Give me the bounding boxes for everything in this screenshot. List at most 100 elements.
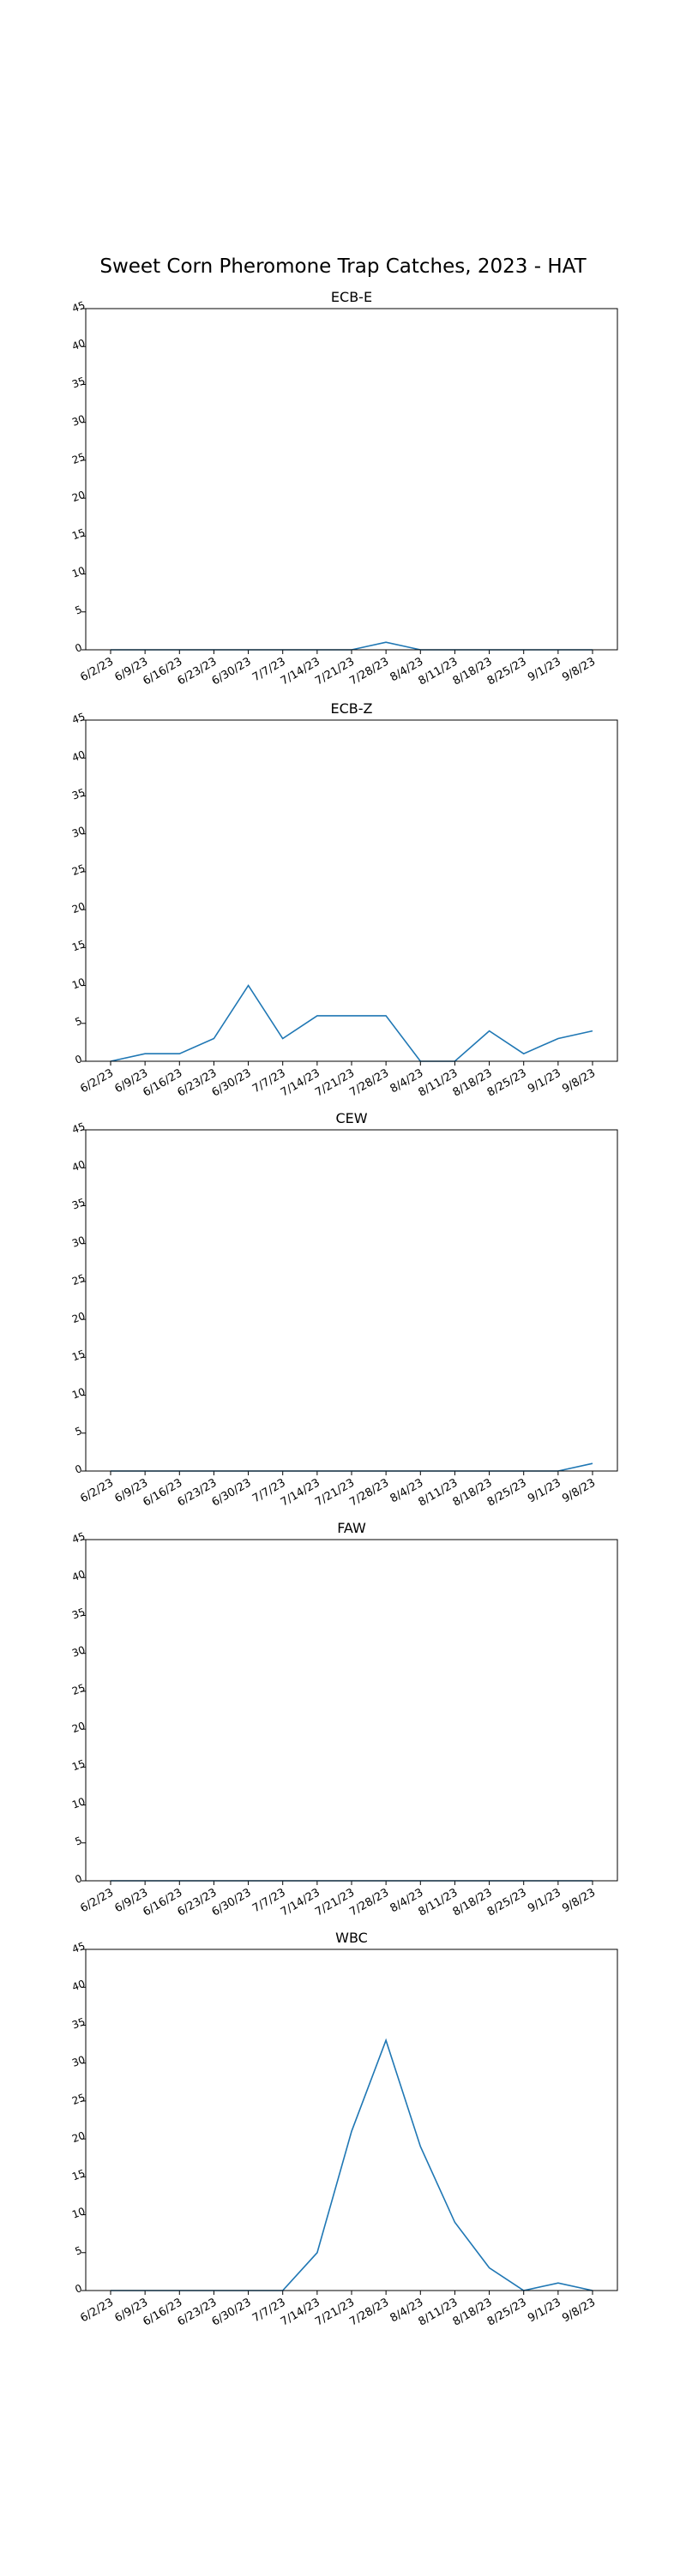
x-tick-label: 9/8/23 [560, 655, 598, 684]
x-tick-label: 6/30/23 [210, 2296, 254, 2328]
x-tick-label: 9/1/23 [526, 1066, 563, 1096]
x-tick-label: 9/8/23 [560, 1886, 598, 1915]
y-tick-label: 40 [70, 748, 87, 764]
series-line [111, 2038, 593, 2291]
y-tick-label: 10 [70, 2205, 87, 2220]
x-tick-label: 7/28/23 [347, 1886, 391, 1918]
x-tick-label: 7/28/23 [347, 655, 391, 688]
axes-frame [85, 1539, 618, 1882]
x-tick-label: 9/1/23 [526, 2296, 563, 2325]
subplot-title: FAW [337, 1520, 366, 1536]
y-tick-label: 5 [74, 603, 84, 617]
x-tick-label: 6/2/23 [78, 655, 116, 684]
subplot-title: WBC [335, 1930, 368, 1946]
y-tick-label: 45 [70, 1530, 87, 1546]
y-tick-label: 30 [70, 824, 87, 839]
series-line [110, 984, 593, 1062]
y-tick-label: 25 [70, 2092, 87, 2107]
y-tick-label: 15 [70, 2167, 87, 2183]
subplot-ecb-z: ECB-Z0510152025303540456/2/236/9/236/16/… [70, 700, 618, 1100]
y-tick-label: 0 [74, 641, 84, 655]
y-tick-label: 30 [70, 2053, 87, 2069]
x-tick-label: 9/1/23 [526, 1476, 563, 1505]
y-tick-label: 45 [70, 1120, 87, 1136]
y-tick-label: 10 [70, 1795, 87, 1810]
y-tick-label: 25 [70, 862, 87, 878]
x-tick-label: 9/1/23 [526, 1886, 563, 1915]
x-tick-label: 6/30/23 [210, 655, 254, 688]
axes-frame [85, 1129, 618, 1472]
y-tick-label: 35 [70, 1606, 87, 1621]
subplot-cew: CEW0510152025303540456/2/236/9/236/16/23… [70, 1110, 618, 1510]
y-tick-label: 0 [74, 1462, 84, 1476]
y-tick-label: 10 [70, 976, 87, 991]
y-tick-label: 5 [74, 1834, 84, 1848]
x-tick-label: 9/8/23 [560, 2296, 598, 2325]
subplot-ecb-e: ECB-E0510152025303540456/2/236/9/236/16/… [70, 289, 618, 688]
y-tick-label: 20 [70, 1720, 87, 1735]
x-tick-label: 6/30/23 [210, 1886, 254, 1918]
y-tick-label: 15 [70, 1348, 87, 1363]
y-tick-label: 25 [70, 1682, 87, 1697]
y-tick-label: 15 [70, 526, 87, 542]
y-tick-label: 30 [70, 1234, 87, 1249]
x-tick-label: 7/28/23 [347, 1476, 391, 1509]
y-tick-label: 20 [70, 489, 87, 504]
y-tick-label: 45 [70, 299, 87, 315]
y-tick-label: 35 [70, 2015, 87, 2031]
y-tick-label: 35 [70, 786, 87, 802]
x-tick-label: 6/2/23 [78, 1066, 116, 1096]
y-tick-label: 40 [70, 1158, 87, 1174]
y-tick-label: 20 [70, 900, 87, 916]
y-tick-label: 35 [70, 1196, 87, 1211]
y-tick-label: 35 [70, 375, 87, 390]
x-tick-label: 8/25/23 [485, 655, 529, 688]
x-tick-label: 6/30/23 [210, 1476, 254, 1509]
y-tick-label: 0 [74, 2282, 84, 2296]
x-tick-label: 8/25/23 [485, 1066, 529, 1099]
y-tick-label: 45 [70, 711, 87, 726]
y-tick-label: 30 [70, 412, 87, 428]
y-tick-label: 45 [70, 1940, 87, 1955]
x-tick-label: 8/25/23 [485, 1476, 529, 1509]
x-tick-label: 6/2/23 [78, 1476, 116, 1505]
y-tick-label: 40 [70, 1568, 87, 1583]
y-tick-label: 5 [74, 2244, 84, 2258]
y-tick-label: 10 [70, 564, 87, 579]
y-tick-label: 25 [70, 451, 87, 466]
x-tick-label: 6/2/23 [78, 1886, 116, 1915]
x-tick-label: 9/8/23 [560, 1476, 598, 1505]
subplot-wbc: WBC0510152025303540456/2/236/9/236/16/23… [70, 1930, 618, 2329]
y-tick-label: 15 [70, 1757, 87, 1773]
y-tick-label: 30 [70, 1643, 87, 1659]
y-tick-label: 5 [74, 1015, 84, 1029]
y-tick-label: 20 [70, 1310, 87, 1325]
x-tick-label: 7/28/23 [347, 1066, 391, 1099]
y-tick-label: 15 [70, 938, 87, 953]
y-tick-label: 25 [70, 1272, 87, 1288]
x-tick-label: 7/28/23 [347, 2296, 391, 2328]
subplot-title: ECB-Z [331, 700, 373, 717]
subplot-faw: FAW0510152025303540456/2/236/9/236/16/23… [70, 1520, 618, 1919]
x-tick-label: 9/8/23 [560, 1066, 598, 1096]
x-tick-label: 6/2/23 [78, 2296, 116, 2325]
x-tick-label: 6/30/23 [210, 1066, 254, 1099]
axes-frame [85, 308, 618, 651]
y-tick-label: 5 [74, 1425, 84, 1438]
y-tick-label: 20 [70, 2129, 87, 2145]
axes-frame [85, 1949, 618, 2291]
y-tick-label: 40 [70, 337, 87, 352]
axes-frame [85, 719, 618, 1062]
y-tick-label: 10 [70, 1385, 87, 1401]
figure-title: Sweet Corn Pheromone Trap Catches, 2023 … [99, 255, 587, 278]
y-tick-label: 0 [74, 1872, 84, 1886]
y-tick-label: 0 [74, 1053, 84, 1066]
x-tick-label: 9/1/23 [526, 655, 563, 684]
x-tick-label: 8/25/23 [485, 2296, 529, 2328]
subplot-title: ECB-E [331, 289, 372, 305]
x-tick-label: 8/25/23 [485, 1886, 529, 1918]
y-tick-label: 40 [70, 1978, 87, 1993]
subplot-title: CEW [335, 1110, 367, 1126]
